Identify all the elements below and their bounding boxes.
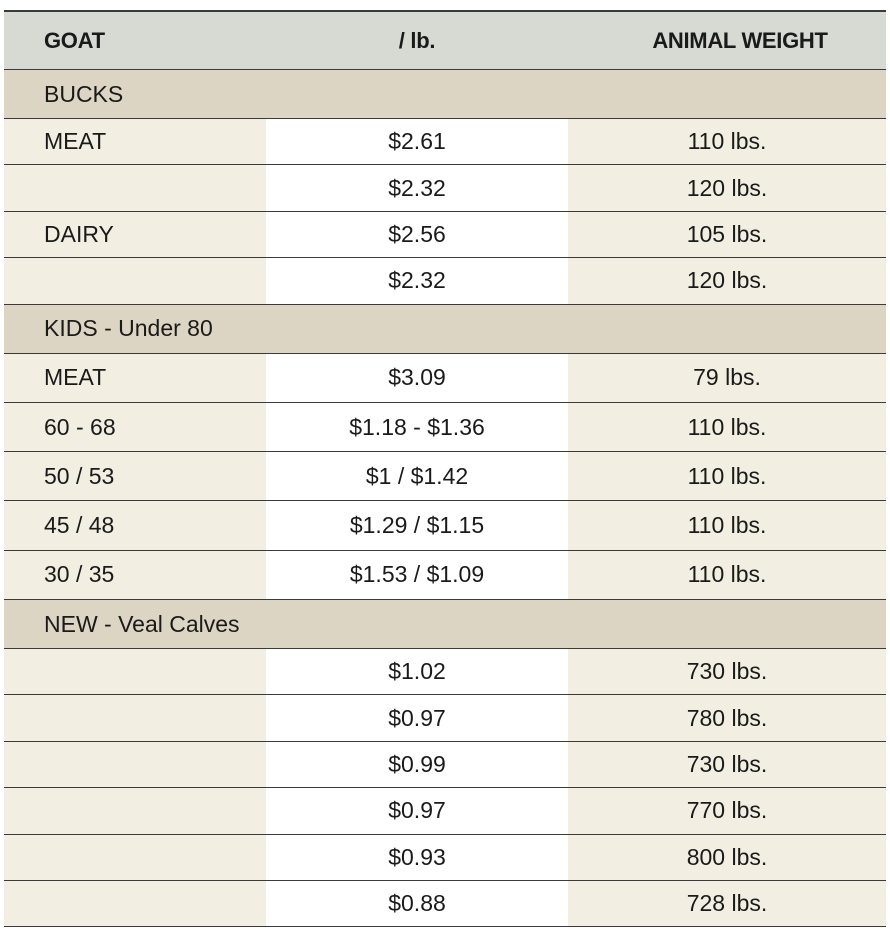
- price-per-lb: $0.99: [266, 741, 568, 788]
- animal-weight: 770 lbs.: [568, 788, 886, 834]
- animal-weight: 110 lbs.: [568, 452, 886, 501]
- animal-weight: 110 lbs.: [568, 501, 886, 550]
- price-per-lb: $2.32: [266, 165, 568, 211]
- section-veal-calves: NEW - Veal Calves: [4, 600, 886, 650]
- price-per-lb: $1.02: [266, 649, 568, 695]
- section-title: BUCKS: [44, 80, 124, 107]
- goat-type: 60 - 68: [4, 402, 266, 452]
- table-row: MEAT $2.61 110 lbs.: [4, 119, 886, 166]
- animal-weight: 110 lbs.: [568, 402, 886, 452]
- table-row: DAIRY $2.56 105 lbs.: [4, 211, 886, 259]
- header-price-per-lb: / lb.: [398, 27, 436, 53]
- header-animal-weight: ANIMAL WEIGHT: [652, 27, 828, 53]
- price-per-lb: $1.18 - $1.36: [266, 402, 568, 452]
- price-per-lb: $3.09: [266, 353, 568, 402]
- goat-type: [4, 881, 266, 927]
- table-row: $0.97 780 lbs.: [4, 695, 886, 742]
- goat-type: [4, 258, 266, 304]
- price-per-lb: $2.56: [266, 211, 568, 258]
- goat-type: [4, 741, 266, 788]
- animal-weight: 800 lbs.: [568, 834, 886, 880]
- goat-type: DAIRY: [4, 211, 266, 258]
- goat-type: [4, 165, 266, 211]
- table-row: $2.32 120 lbs.: [4, 165, 886, 212]
- animal-weight: 730 lbs.: [568, 649, 886, 695]
- table-row: 60 - 68 $1.18 - $1.36 110 lbs.: [4, 402, 886, 453]
- table-row: $0.97 770 lbs.: [4, 788, 886, 835]
- goat-type: [4, 788, 266, 834]
- price-per-lb: $0.93: [266, 834, 568, 880]
- price-per-lb: $2.32: [266, 258, 568, 304]
- price-per-lb: $0.97: [266, 695, 568, 741]
- table-row: 50 / 53 $1 / $1.42 110 lbs.: [4, 452, 886, 502]
- table-header: GOAT / lb. ANIMAL WEIGHT: [4, 10, 886, 70]
- table-row: $0.99 730 lbs.: [4, 741, 886, 789]
- section-title: KIDS - Under 80: [44, 315, 213, 342]
- animal-weight: 120 lbs.: [568, 258, 886, 304]
- price-per-lb: $2.61: [266, 119, 568, 165]
- table-row: $0.88 728 lbs.: [4, 881, 886, 928]
- section-title: NEW - Veal Calves: [44, 610, 240, 637]
- table-row: 30 / 35 $1.53 / $1.09 110 lbs.: [4, 550, 886, 601]
- goat-type: [4, 695, 266, 741]
- table-row: MEAT $3.09 79 lbs.: [4, 353, 886, 403]
- price-per-lb: $0.88: [266, 881, 568, 927]
- price-per-lb: $1.29 / $1.15: [266, 501, 568, 550]
- animal-weight: 728 lbs.: [568, 881, 886, 927]
- animal-weight: 105 lbs.: [568, 211, 886, 258]
- animal-weight: 780 lbs.: [568, 695, 886, 741]
- animal-weight: 110 lbs.: [568, 119, 886, 165]
- goat-type: MEAT: [4, 119, 266, 165]
- goat-type: MEAT: [4, 353, 266, 402]
- section-kids: KIDS - Under 80: [4, 304, 886, 354]
- goat-type: [4, 834, 266, 880]
- goat-type: 50 / 53: [4, 452, 266, 501]
- table-row: 45 / 48 $1.29 / $1.15 110 lbs.: [4, 501, 886, 551]
- goat-type: 45 / 48: [4, 501, 266, 550]
- section-bucks: BUCKS: [4, 70, 886, 119]
- animal-weight: 110 lbs.: [568, 550, 886, 600]
- animal-weight: 79 lbs.: [568, 353, 886, 402]
- price-per-lb: $1 / $1.42: [266, 452, 568, 501]
- table-row: $1.02 730 lbs.: [4, 649, 886, 696]
- goat-type: 30 / 35: [4, 550, 266, 600]
- table-row: $2.32 120 lbs.: [4, 258, 886, 305]
- header-goat: GOAT: [44, 27, 105, 53]
- price-per-lb: $1.53 / $1.09: [266, 550, 568, 600]
- price-per-lb: $0.97: [266, 788, 568, 834]
- table-row: $0.93 800 lbs.: [4, 834, 886, 881]
- animal-weight: 730 lbs.: [568, 741, 886, 788]
- goat-type: [4, 649, 266, 695]
- animal-weight: 120 lbs.: [568, 165, 886, 211]
- price-table: GOAT / lb. ANIMAL WEIGHT BUCKS MEAT $2.6…: [4, 10, 886, 928]
